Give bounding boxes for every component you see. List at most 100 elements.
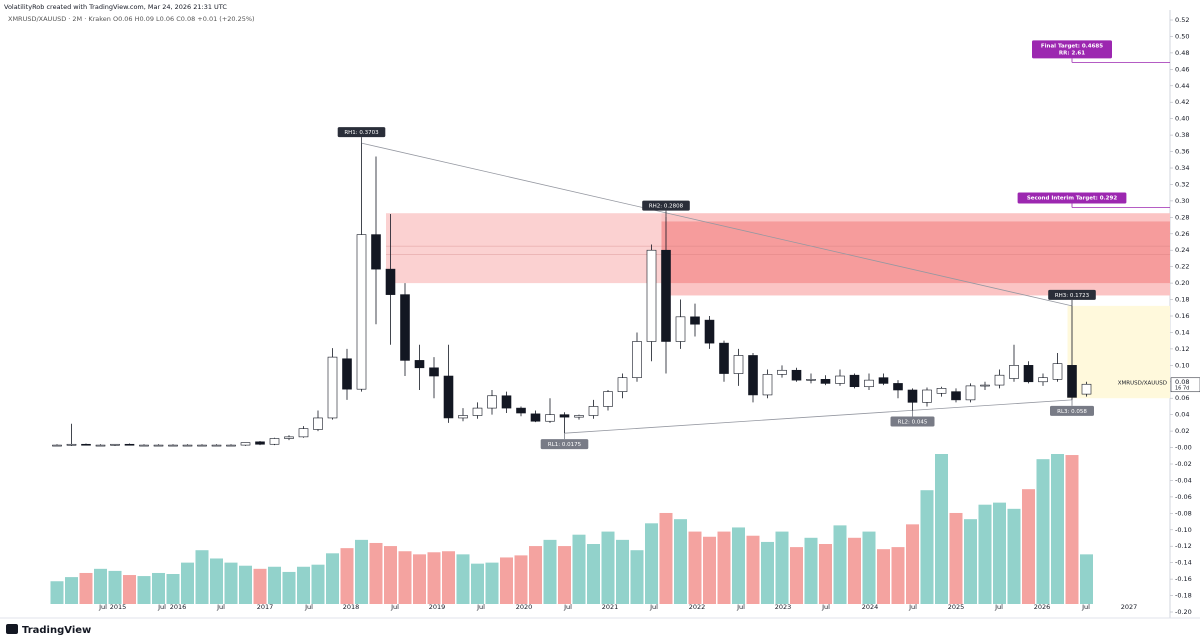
price-tag [1170,377,1200,393]
candle-body [95,444,106,447]
volume-bar [833,525,847,604]
y-tick-label: 0.20 [1175,279,1189,287]
annotation-box [1048,289,1096,300]
candle-body [907,389,918,403]
volume-bar [732,527,745,604]
volume-bar [500,557,513,604]
x-tick-label: 2018 [343,603,360,611]
volume-bar [195,550,209,604]
y-tick-label: 0.34 [1175,164,1189,172]
volume-bar [181,562,194,604]
y-tick-label: 0.38 [1175,131,1189,139]
candle-body [197,444,207,447]
volume-bar [906,524,919,604]
volume-bar [949,512,963,604]
volume-bar [1051,454,1064,604]
candle-body [835,375,845,384]
annotation-label: RH3: 0.1723 [1055,293,1090,299]
y-tick-label: 0.32 [1175,180,1189,188]
volume-bar [442,551,455,604]
y-tick-label: 0.46 [1175,65,1189,73]
x-tick-label: 2024 [862,603,879,611]
y-tick-label: 0.12 [1175,345,1189,353]
candle-body [559,414,570,418]
volume-bar [674,519,687,604]
candle-body [719,342,729,374]
target-label: RR: 2.61 [1059,50,1085,56]
candle-body [646,249,657,342]
y-tick-label: -0.08 [1175,509,1192,517]
x-tick-label: Jul [908,603,917,611]
candle-body [545,414,555,422]
zone [386,213,662,284]
volume-bar [746,535,760,604]
price-tag-label: 0.08 [1175,378,1189,386]
annotation-box [1050,405,1094,416]
x-tick-label: Jul [994,603,1003,611]
volume-bar [819,544,832,604]
x-tick-label: Jul [821,603,830,611]
y-tick-label: 0.52 [1175,16,1189,24]
logo: TradingView [6,624,91,636]
volume-bar [65,577,78,604]
candle-body [110,443,120,446]
volume-bar [804,537,818,604]
y-tick-label: 0.48 [1175,49,1189,57]
volume-bar [1022,489,1035,604]
candle-body [617,377,628,392]
x-tick-label: 2020 [516,603,533,611]
candle-body [994,374,1005,386]
volume-bar [108,570,122,604]
candle-body [472,407,483,416]
volume-bar [761,541,774,604]
candle-body [298,428,309,438]
annotation-box [642,200,690,211]
y-tick-label: 0.22 [1175,263,1189,271]
y-tick-label: 0.02 [1175,427,1189,435]
candle-body [81,443,91,446]
logo-icon [6,624,18,634]
y-tick-label: 0.16 [1175,312,1189,320]
volume-bar [891,547,905,604]
candle-body [849,374,860,388]
candle-body [240,442,251,446]
volume-bar [166,574,180,604]
annotation-box [337,127,386,138]
volume-bar [384,546,397,604]
target-box [1017,192,1127,204]
y-tick-label: -0.00 [1175,444,1192,452]
candle-body [414,360,425,369]
volume-bar [311,564,325,604]
annotation-box [890,416,935,427]
candle-body [980,384,990,387]
y-tick-label: -0.02 [1175,460,1192,468]
volume-bar [862,531,876,604]
x-tick-label: Jul [157,603,166,611]
volume-bar [601,531,615,604]
y-tick-label: 0.10 [1175,361,1189,369]
x-tick-label: Jul [390,603,399,611]
candle-body [52,444,62,447]
volume-bar [1080,554,1093,604]
volume-bar [848,537,861,604]
candle-body [748,355,758,396]
y-tick-label: -0.16 [1175,575,1192,583]
x-tick-label: Jul [736,603,745,611]
volume-bar [369,542,383,604]
volume-bar [877,549,890,604]
y-tick-label: 0.36 [1175,148,1189,156]
candle-body [864,379,874,388]
trendline [361,142,1073,307]
candle-body [269,438,280,445]
y-tick-label: 0.50 [1175,32,1189,40]
candle-body [356,234,367,390]
y-tick-label: -0.14 [1175,559,1192,567]
candle-body [603,391,613,407]
candle-body [632,341,642,378]
volume-bar [79,572,93,604]
candle-body [704,319,715,344]
candle-body [443,375,454,419]
annotation-label: RL2: 0.045 [898,420,928,426]
symbol-label: XMRUSD/XAUUSD [1118,380,1167,386]
annotation-label: RL1: 0.0175 [548,442,582,448]
